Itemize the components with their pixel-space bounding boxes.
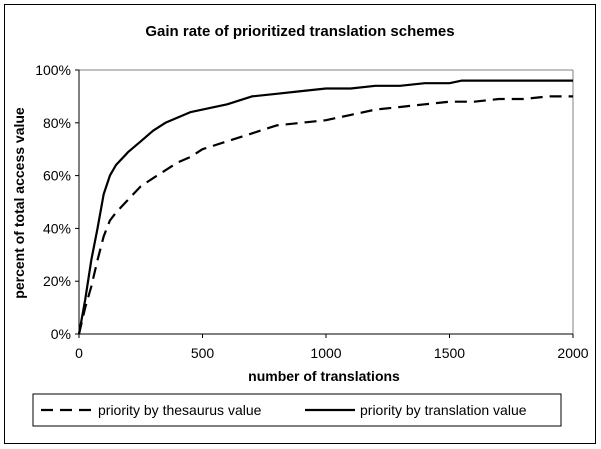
x-axis-label: number of translations (248, 368, 400, 384)
y-tick-label: 100% (35, 62, 71, 78)
x-tick-label: 0 (75, 345, 83, 361)
legend: priority by thesaurus value priority by t… (32, 393, 562, 427)
y-tick-label: 40% (43, 220, 71, 236)
y-tick-label: 20% (43, 273, 71, 289)
axes: 0% 20% 40% 60% 80% 100% 0 500 1000 1500 2000 (35, 62, 589, 361)
x-tick-label: 500 (191, 345, 215, 361)
series-line-thesaurus (77, 95, 573, 335)
chart-title: Gain rate of prioritized translation sch… (145, 23, 454, 40)
series-line-translation (77, 79, 573, 335)
x-tick-label: 1500 (434, 345, 465, 361)
legend-label: priority by translation value (360, 402, 527, 418)
chart-frame (4, 4, 596, 444)
y-tick-label: 80% (43, 115, 71, 131)
y-tick-label: 60% (43, 168, 71, 184)
y-axis-label: percent of total access value (11, 107, 27, 299)
legend-box (32, 393, 562, 427)
legend-label: priority by thesaurus value (98, 402, 262, 418)
x-tick-label: 1000 (310, 345, 341, 361)
y-tick-label: 0% (51, 326, 71, 342)
x-tick-label: 2000 (557, 345, 588, 361)
series-group (77, 79, 573, 335)
